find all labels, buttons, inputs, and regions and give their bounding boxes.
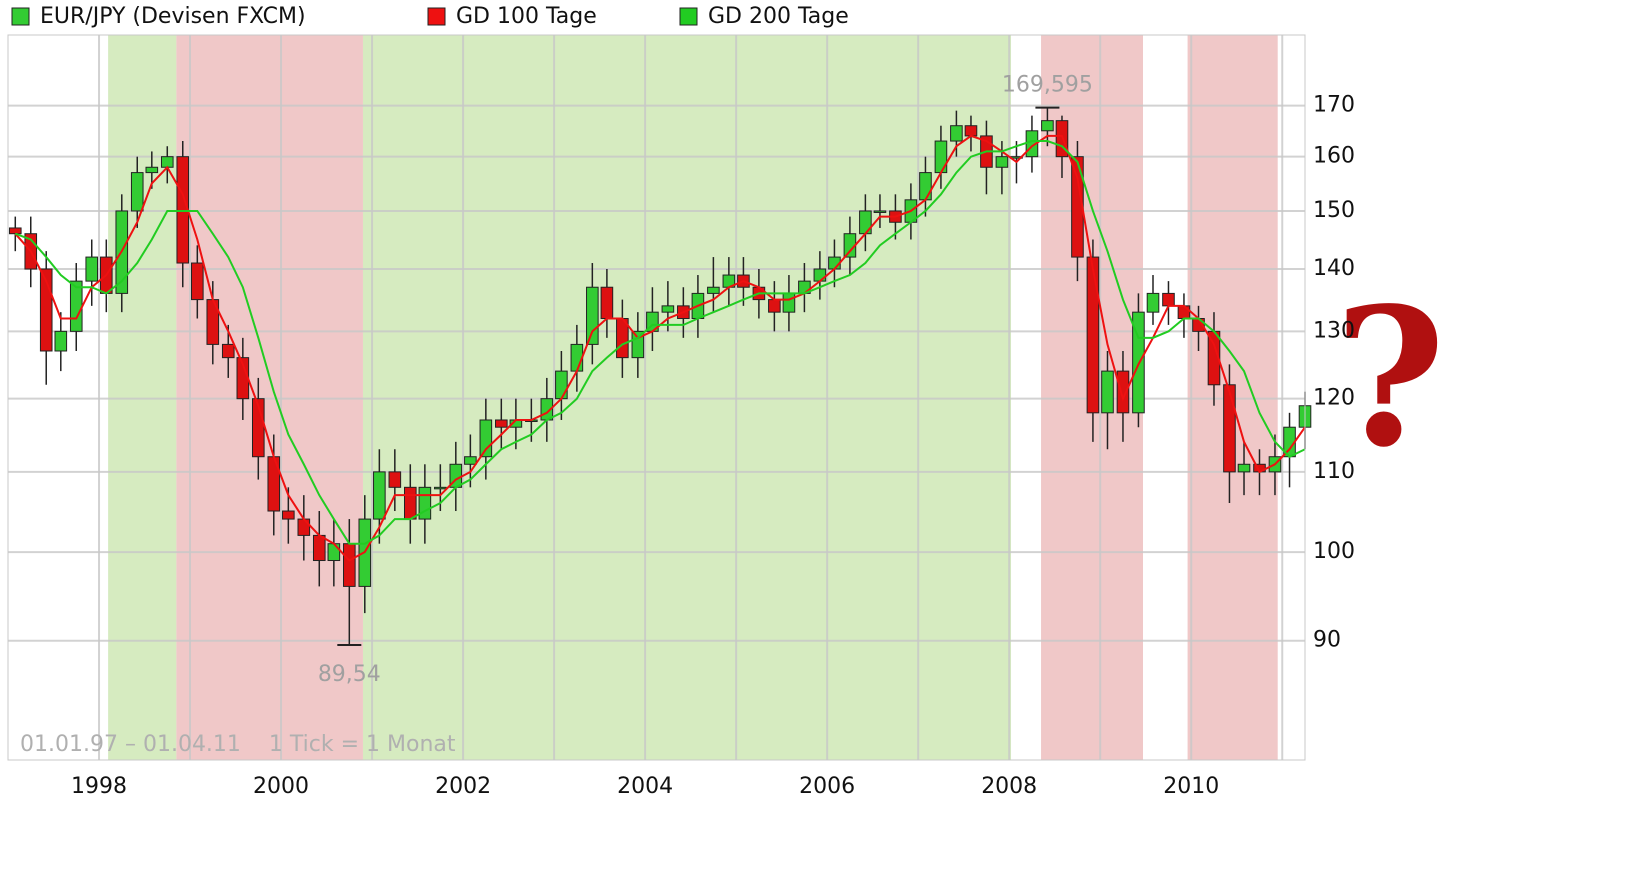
candle-body <box>934 140 948 174</box>
candle-body <box>1086 256 1100 414</box>
x-tick-label: 2004 <box>617 774 673 799</box>
candle-body <box>707 286 720 294</box>
candle-body <box>1237 463 1251 473</box>
candle-body <box>418 486 432 520</box>
candle-body <box>813 268 827 282</box>
candle-body <box>1223 384 1236 473</box>
x-tick-label: 1998 <box>71 774 127 799</box>
candle-body <box>282 510 295 520</box>
y-tick-label: 130 <box>1313 318 1355 343</box>
annotation: 89,54 <box>318 662 381 687</box>
candle-body <box>1146 292 1160 313</box>
legend: EUR/JPY (Devisen FXCM) GD 100 Tage GD 200 … <box>11 4 849 29</box>
candle-body <box>130 172 144 212</box>
candle-body <box>145 166 159 174</box>
y-tick-label: 110 <box>1313 459 1355 484</box>
candle-body <box>1116 370 1130 414</box>
marks <box>8 106 1312 647</box>
question-mark: ? <box>1334 266 1445 489</box>
candle-body <box>327 543 341 562</box>
y-tick-label: 170 <box>1313 93 1355 118</box>
region <box>108 35 177 760</box>
candle-body <box>221 343 235 359</box>
candle-body <box>479 419 493 458</box>
candle-body <box>964 125 978 137</box>
moving-average <box>14 140 1306 545</box>
legend-swatch <box>679 7 698 26</box>
plot-frame <box>7 34 1306 761</box>
x-tick-label: 2008 <box>981 774 1037 799</box>
x-tick-label: 2006 <box>799 774 855 799</box>
candle-body <box>312 534 326 562</box>
candle-body <box>191 262 204 301</box>
x-tick-label: 2002 <box>435 774 491 799</box>
candle-body <box>600 286 614 320</box>
candle-body <box>555 370 568 400</box>
y-tick-label: 160 <box>1313 144 1355 169</box>
legend-swatch <box>11 7 30 26</box>
candle-body <box>8 227 22 235</box>
legend-swatch <box>427 7 446 26</box>
candle-body <box>54 330 68 352</box>
x-tick-label: 2000 <box>253 774 309 799</box>
candle-body <box>919 172 932 201</box>
y-tick-label: 100 <box>1313 539 1355 564</box>
candle-body <box>343 543 356 587</box>
candle-body <box>434 486 447 490</box>
candle-body <box>1177 305 1191 320</box>
candle-body <box>768 299 781 313</box>
note: 01.01.97 – 01.04.11 1 Tick = 1 Monat <box>20 732 456 757</box>
legend-label: GD 200 Tage <box>708 4 849 29</box>
legend-label: EUR/JPY (Devisen FXCM) <box>40 4 306 29</box>
candle-body <box>388 471 402 488</box>
y-tick-label: 120 <box>1313 386 1355 411</box>
candle-body <box>85 256 99 282</box>
candle-body <box>782 292 796 313</box>
y-tick-label: 140 <box>1313 256 1355 281</box>
candle-body <box>1162 292 1175 307</box>
x-tick-label: 2010 <box>1163 774 1219 799</box>
candle-body <box>1101 370 1114 414</box>
candle-body <box>39 268 53 352</box>
candle-body <box>1041 120 1054 132</box>
candle-body <box>464 456 477 465</box>
region <box>362 35 1012 760</box>
legend-label: GD 100 Tage <box>456 4 597 29</box>
candle-body <box>586 286 599 345</box>
annotation: 169,595 <box>1002 73 1093 98</box>
y-tick-label: 150 <box>1313 198 1355 223</box>
candle-body <box>950 125 963 142</box>
candle-body <box>661 305 675 313</box>
candle-body <box>297 518 311 536</box>
candle-body <box>495 419 508 428</box>
candle-body <box>873 210 887 213</box>
candle-body <box>570 343 584 372</box>
candle-body <box>69 280 83 332</box>
candle-body <box>403 486 417 520</box>
region <box>176 35 363 760</box>
candle-body <box>160 156 174 168</box>
candle-body <box>373 471 386 520</box>
candle-body <box>995 156 1009 168</box>
candle-body <box>631 330 645 359</box>
y-tick-label: 90 <box>1313 628 1341 653</box>
